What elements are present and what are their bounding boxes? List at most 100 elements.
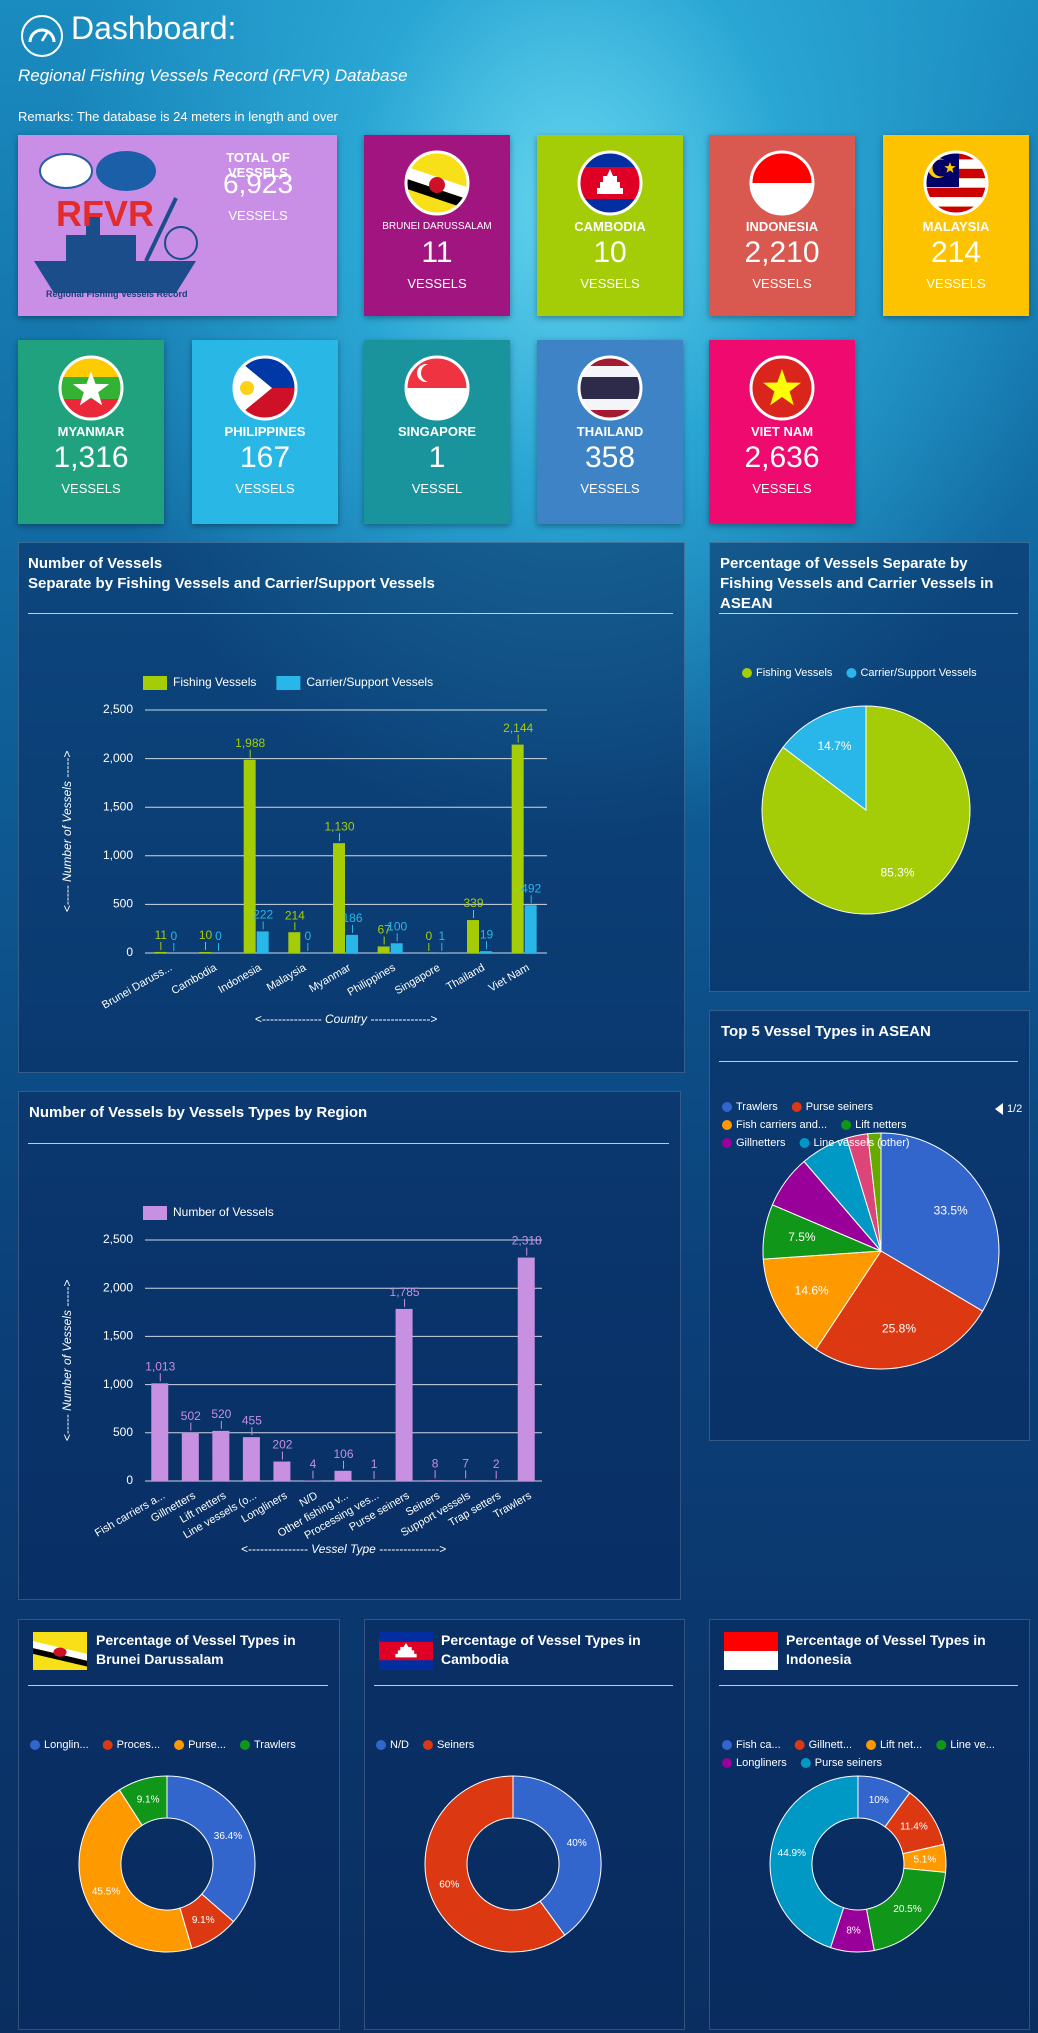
slice-label: 11.4%: [900, 1822, 928, 1833]
bar: [151, 1383, 168, 1481]
slice-label: 85.3%: [880, 865, 914, 879]
legend-marker: [423, 1740, 433, 1750]
data-label: 100: [387, 919, 407, 933]
slice-label: 33.5%: [934, 1203, 968, 1217]
x-tick-label: Cambodia: [170, 961, 220, 997]
slice: [167, 1776, 255, 1922]
legend-label: Line ve...: [950, 1739, 995, 1751]
y-tick-label: 2,500: [103, 1232, 133, 1246]
slice-label: 44.9%: [778, 1848, 806, 1859]
bar: [391, 943, 403, 953]
data-label: 0: [170, 929, 177, 943]
slice-label: 8%: [846, 1925, 861, 1936]
y-axis-title: <----- Number of Vessels ----->: [60, 751, 74, 913]
data-label: 1,988: [235, 736, 265, 750]
y-tick-label: 2,500: [103, 702, 133, 716]
legend-swatch: [276, 676, 300, 690]
x-tick-label: Brunei Daruss...: [100, 962, 174, 1012]
slice-label: 9.1%: [192, 1915, 215, 1926]
data-label: 1,013: [145, 1360, 175, 1374]
legend-label: Fishing Vessels: [756, 667, 833, 679]
legend-marker: [722, 1740, 732, 1750]
bar: [273, 1462, 290, 1481]
data-label: 339: [463, 896, 483, 910]
legend-label: Longlin...: [44, 1739, 89, 1751]
y-tick-label: 1,000: [103, 1377, 133, 1391]
bar: [333, 843, 345, 953]
x-tick-label: Singapore: [393, 962, 442, 997]
bar: [244, 760, 256, 953]
slice-label: 60%: [439, 1879, 459, 1890]
data-label: 1: [371, 1457, 378, 1471]
legend-label: Line vessels (other): [814, 1137, 910, 1149]
x-axis-title: <--------------- Country ---------------…: [255, 1012, 438, 1026]
x-tick-label: Philippines: [346, 961, 399, 998]
legend-marker: [30, 1740, 40, 1750]
legend-label: Purse...: [188, 1739, 226, 1751]
bar: [457, 1480, 474, 1481]
y-tick-label: 500: [113, 1425, 133, 1439]
legend-label: Longliners: [736, 1757, 787, 1769]
y-tick-label: 500: [113, 897, 133, 911]
slice-label: 9.1%: [137, 1794, 160, 1805]
bar: [199, 952, 211, 953]
data-label: 2,144: [503, 721, 533, 735]
legend-item: Fish carriers and...: [722, 1119, 827, 1131]
legend-item: Longlin...: [30, 1739, 89, 1751]
bar: [154, 952, 166, 953]
slice-label: 36.4%: [214, 1831, 242, 1842]
data-label: 0: [215, 929, 222, 943]
slice-label: 14.7%: [817, 739, 851, 753]
bar: [396, 1309, 413, 1481]
y-tick-label: 0: [126, 1473, 133, 1487]
bar: [212, 1431, 229, 1481]
legend-item: Fish ca...: [722, 1739, 781, 1751]
legend-label: Fish carriers and...: [736, 1119, 827, 1131]
legend-label: Gillnett...: [809, 1739, 852, 1751]
data-label: 1: [438, 929, 445, 943]
y-tick-label: 2,000: [103, 1280, 133, 1294]
legend-item: Trawlers: [240, 1739, 296, 1751]
legend-marker: [103, 1740, 113, 1750]
legend-marker: [722, 1758, 732, 1768]
legend-label: Trawlers: [736, 1101, 778, 1113]
y-tick-label: 0: [126, 945, 133, 959]
slice-label: 7.5%: [788, 1230, 816, 1244]
legend-marker: [722, 1102, 732, 1112]
x-tick-label: Malaysia: [265, 961, 309, 994]
slice-label: 5.1%: [913, 1854, 936, 1865]
legend-item: Purse seiners: [792, 1101, 874, 1113]
data-label: 1,785: [390, 1285, 420, 1299]
bar: [243, 1437, 260, 1481]
legend-pager: 1/2: [1007, 1103, 1022, 1115]
legend-item: N/D: [376, 1739, 409, 1751]
bar: [257, 931, 269, 953]
legend-marker: [866, 1740, 876, 1750]
legend-label: Trawlers: [254, 1739, 296, 1751]
legend-marker: [800, 1138, 810, 1148]
bar: [426, 1480, 443, 1481]
y-tick-label: 2,000: [103, 751, 133, 765]
legend-item: Line vessels (other): [800, 1137, 910, 1149]
legend-item: Fishing Vessels: [742, 667, 833, 679]
legend-marker: [742, 668, 752, 678]
legend-item: Proces...: [103, 1739, 160, 1751]
data-label: 0: [425, 929, 432, 943]
legend-label: Carrier/Support Vessels: [860, 667, 977, 679]
legend-label: Fishing Vessels: [173, 675, 256, 689]
data-label: 2,318: [512, 1234, 542, 1248]
legend-label: Number of Vessels: [173, 1205, 274, 1219]
slice-label: 14.6%: [795, 1284, 829, 1298]
legend-pager-arrow: [995, 1103, 1003, 1115]
legend-label: Lift net...: [880, 1739, 922, 1751]
bar: [335, 1471, 352, 1481]
bar: [480, 951, 492, 953]
page: Dashboard: Regional Fishing Vessels Reco…: [0, 0, 1038, 2033]
legend-item: Trawlers: [722, 1101, 778, 1113]
legend-label: Purse seiners: [806, 1101, 874, 1113]
legend-label: N/D: [390, 1739, 409, 1751]
legend-item: Longliners: [722, 1757, 787, 1769]
slice-label: 10%: [869, 1795, 889, 1806]
data-label: 19: [480, 927, 494, 941]
legend-marker: [846, 668, 856, 678]
